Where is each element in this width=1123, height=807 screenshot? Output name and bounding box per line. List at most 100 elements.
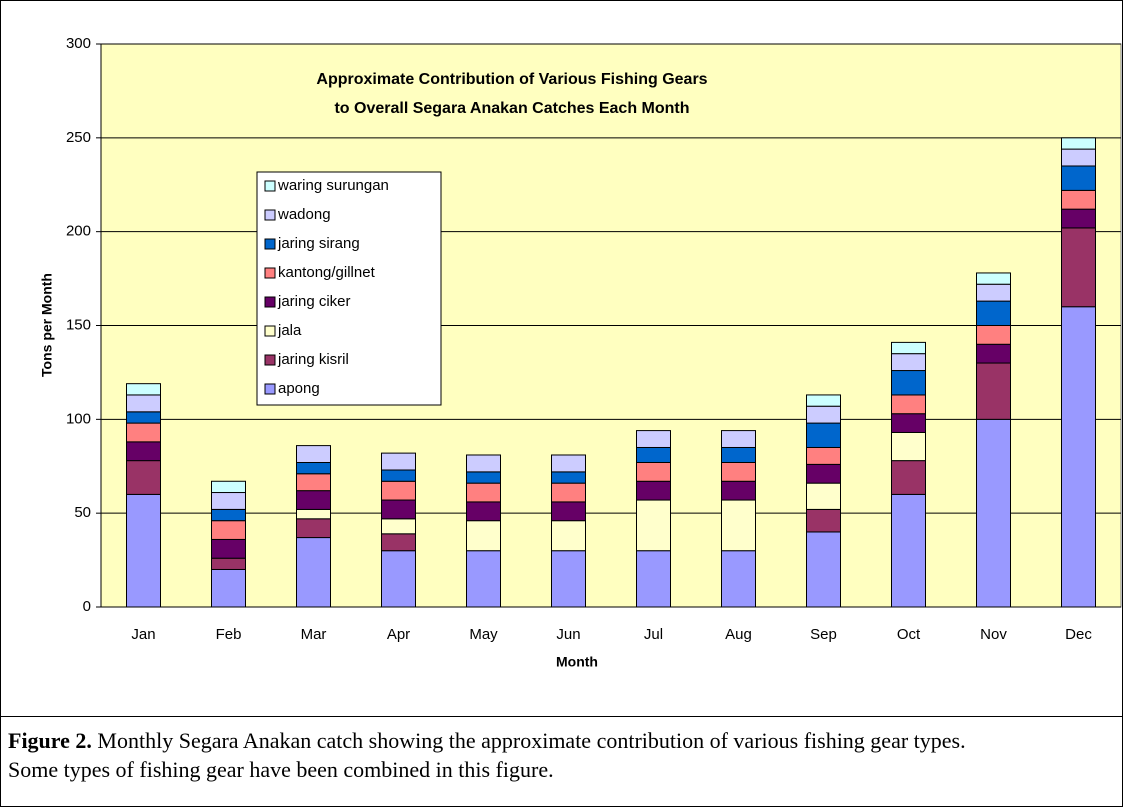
bar-segment: [721, 461, 756, 482]
bar-segment: [381, 518, 416, 535]
x-tick-label: Nov: [980, 626, 1007, 643]
bar-segment: [721, 446, 756, 463]
legend-label: wadong: [277, 206, 331, 223]
bar-segment: [976, 418, 1011, 608]
legend: [256, 171, 442, 406]
bar-segment: [721, 499, 756, 552]
bar-segment: [806, 508, 841, 533]
bar-segment: [976, 325, 1011, 345]
bar-segment: [891, 394, 926, 415]
bar-segment: [721, 550, 756, 608]
chart-title: Approximate Contribution of Various Fish…: [316, 71, 707, 88]
bar-segment: [466, 501, 501, 522]
bar-segment: [296, 445, 331, 463]
bar-segment: [466, 482, 501, 503]
y-tick-label: 300: [66, 35, 91, 52]
y-tick-label: 100: [66, 410, 91, 427]
y-tick-label: 150: [66, 316, 91, 333]
x-tick-label: Feb: [216, 626, 242, 643]
bar-segment: [806, 405, 841, 424]
legend-swatch: [264, 383, 276, 395]
bar-segment: [126, 383, 161, 396]
x-tick-label: Apr: [387, 626, 410, 643]
bar-segment: [806, 463, 841, 484]
x-tick-label: Sep: [810, 626, 837, 643]
bar-segment: [806, 422, 841, 448]
x-tick-label: Jul: [644, 626, 663, 643]
bar-segment: [126, 422, 161, 443]
bar-segment: [381, 550, 416, 608]
bar-segment: [976, 362, 1011, 420]
bar-segment: [636, 480, 671, 501]
bar-segment: [211, 508, 246, 522]
legend-label: apong: [278, 380, 320, 397]
x-axis-title: Month: [556, 654, 598, 670]
bar-segment: [1061, 189, 1096, 210]
legend-label: waring surungan: [277, 177, 389, 194]
legend-label: jaring sirang: [277, 235, 360, 252]
bar-segment: [551, 520, 586, 552]
bar-segment: [891, 460, 926, 495]
x-tick-label: Mar: [301, 626, 327, 643]
bar-segment: [296, 518, 331, 539]
legend-label: jaring ciker: [277, 293, 351, 310]
bar-segment: [891, 493, 926, 608]
bar-segment: [211, 557, 246, 570]
bar-segment: [296, 490, 331, 510]
bar-segment: [381, 469, 416, 482]
x-tick-label: May: [469, 626, 498, 643]
bar-segment: [721, 480, 756, 501]
legend-swatch: [264, 180, 276, 192]
bar-segment: [211, 520, 246, 540]
bar-segment: [296, 473, 331, 492]
bar-segment: [891, 353, 926, 372]
bar-segment: [636, 446, 671, 463]
bar-segment: [976, 272, 1011, 285]
bar-segment: [976, 343, 1011, 364]
bar-segment: [636, 499, 671, 552]
bar-segment: [551, 550, 586, 608]
bar-segment: [551, 471, 586, 484]
legend-swatch: [264, 209, 276, 221]
bar-segment: [296, 508, 331, 520]
bar-segment: [126, 460, 161, 495]
bar-segment: [551, 454, 586, 473]
bar-segment: [636, 461, 671, 482]
x-tick-label: Aug: [725, 626, 752, 643]
bar-segment: [466, 550, 501, 608]
bar-segment: [126, 394, 161, 413]
legend-swatch: [264, 296, 276, 308]
separator: [0, 716, 1123, 717]
legend-label: kantong/gillnet: [278, 264, 376, 281]
x-tick-label: Jan: [131, 626, 155, 643]
bar-segment: [296, 537, 331, 608]
bar-segment: [126, 441, 161, 462]
bar-segment: [891, 431, 926, 462]
bar-segment: [1061, 165, 1096, 191]
bar-segment: [211, 538, 246, 559]
bar-segment: [381, 452, 416, 471]
bar-segment: [636, 430, 671, 448]
y-axis-title: Tons per Month: [39, 273, 55, 377]
y-tick-label: 0: [83, 598, 91, 615]
caption: Figure 2. Monthly Segara Anakan catch sh…: [8, 726, 1008, 784]
bar-segment: [806, 394, 841, 407]
legend-label: jala: [277, 322, 302, 339]
bar-segment: [806, 446, 841, 465]
bar-segment: [126, 411, 161, 424]
y-tick-label: 250: [66, 129, 91, 146]
caption-text: Monthly Segara Anakan catch showing the …: [8, 728, 966, 782]
legend-swatch: [264, 325, 276, 337]
x-tick-label: Jun: [556, 626, 580, 643]
bar-segment: [636, 550, 671, 608]
bar-segment: [891, 341, 926, 355]
bar-segment: [466, 471, 501, 484]
y-tick-label: 200: [66, 223, 91, 240]
bar-segment: [381, 480, 416, 501]
bar-segment: [381, 499, 416, 520]
x-tick-label: Oct: [897, 626, 921, 643]
chart-title: to Overall Segara Anakan Catches Each Mo…: [334, 100, 689, 117]
bar-segment: [211, 480, 246, 494]
bar-segment: [1061, 306, 1096, 608]
bar-segment: [1061, 227, 1096, 308]
